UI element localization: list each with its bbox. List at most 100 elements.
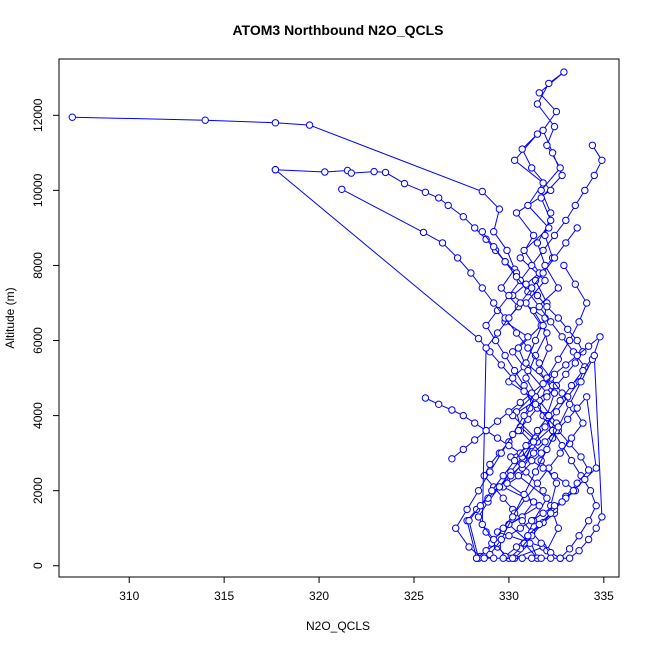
series-2-point-58	[482, 321, 490, 330]
series-2-point-46	[592, 502, 600, 510]
series-6-point-12	[573, 351, 581, 360]
series-2-point-8	[421, 188, 430, 197]
series-1-point-43	[529, 231, 538, 240]
series-6-point-5	[493, 417, 502, 425]
series-5-point-8	[505, 441, 513, 450]
series-1-point-104	[550, 389, 559, 397]
series-6-point-33	[545, 411, 553, 420]
series-2-point-20	[554, 314, 562, 322]
series-4-point-22	[499, 524, 507, 532]
series-5-point-35	[583, 393, 591, 401]
x-tick-label-5: 330	[499, 589, 519, 603]
series-5-point-43	[512, 543, 521, 551]
series-6-point-45	[537, 554, 545, 562]
series-6-point-2	[459, 445, 467, 454]
series-2-point-68	[590, 171, 598, 180]
series-3-point-2	[474, 334, 483, 343]
series-6-point-23	[497, 535, 505, 544]
series-1-point-51	[524, 201, 532, 210]
series-6-point-51	[480, 554, 488, 562]
series-2-point-11	[459, 213, 467, 221]
series-5-point-19	[516, 524, 524, 532]
series-6-point-35	[567, 381, 576, 390]
series-2-point-22	[573, 336, 581, 345]
series-1-point-5	[478, 187, 486, 196]
series-1-point-45	[547, 186, 555, 195]
series-1-point-10	[497, 284, 505, 292]
series-3-point-11	[577, 453, 585, 461]
y-tick-label-4: 6000	[31, 327, 45, 354]
series-1-point-78	[529, 306, 538, 315]
series-3-point-1	[271, 166, 280, 174]
series-4-point-5	[467, 269, 475, 277]
series-6-point-39	[592, 524, 600, 532]
series-2-point-10	[444, 201, 452, 210]
series-6-point-31	[522, 441, 530, 450]
series-1-point-110	[554, 524, 562, 532]
series-5-point-37	[581, 475, 589, 484]
series-1-point-85	[548, 149, 557, 157]
series-5-point-7	[493, 434, 502, 442]
series-5-point-53	[550, 254, 559, 262]
series-4-point-9	[512, 329, 521, 337]
series-2-point-45	[584, 517, 593, 525]
series-1-point-38	[514, 344, 523, 352]
series-5-point-29	[518, 460, 526, 469]
series-2-point-63	[539, 246, 547, 255]
series-6-point-37	[590, 351, 598, 360]
series-6-point-7	[516, 398, 524, 407]
series-5-point-47	[482, 344, 490, 352]
series-5-point-28	[507, 472, 515, 480]
series-1-point-95	[537, 186, 545, 195]
series-1-point-58	[522, 359, 530, 367]
series-1-point-31	[535, 502, 543, 510]
series-2-point-19	[543, 303, 551, 311]
series-6-point-21	[520, 490, 528, 499]
y-tick-label-5: 8000	[31, 252, 45, 279]
series-6-point-13	[584, 342, 593, 350]
series-2-point-23	[579, 348, 587, 356]
x-tick-label-2: 315	[214, 589, 234, 603]
series-5-point-4	[459, 411, 467, 420]
series-5-point-13	[562, 479, 570, 487]
series-3-point-4	[497, 361, 505, 369]
y-tick-label-7: 12000	[31, 98, 45, 132]
series-1-point-7	[490, 228, 498, 236]
series-2-point-38	[518, 517, 526, 525]
series-2-point-55	[510, 366, 519, 375]
series-6-point-36	[579, 366, 587, 375]
series-3-point-5	[509, 374, 517, 382]
series-6-point-44	[547, 554, 555, 562]
series-1-point-79	[554, 284, 562, 292]
series-5-point-50	[516, 299, 524, 307]
series-2-point-6	[381, 168, 390, 177]
series-1-point-66	[520, 539, 528, 547]
series-4-point-1	[338, 185, 346, 194]
series-3-point-38	[512, 273, 521, 281]
series-6-point-11	[562, 361, 570, 369]
series-5-point-20	[505, 532, 513, 540]
series-2-point-70	[588, 141, 597, 150]
series-6-point-19	[543, 445, 551, 454]
series-3-point-22	[474, 513, 483, 521]
y-axis: 0 2000 4000 6000 8000 10000 12000	[31, 98, 60, 569]
series-4-point-16	[567, 434, 576, 442]
series-2-point-9	[435, 194, 443, 202]
series-1-point-49	[510, 156, 519, 165]
series-3-point-34	[558, 333, 566, 341]
series-2-point-43	[565, 545, 574, 553]
series-3-point-13	[573, 479, 581, 487]
series-6-point-27	[476, 502, 485, 510]
series-2-point-56	[501, 351, 509, 360]
series-1-point-101	[539, 321, 547, 330]
series-1-point-4	[305, 121, 314, 129]
series-6-point-28	[488, 487, 496, 495]
series-6-point-42	[565, 554, 574, 562]
series-1-point-64	[543, 494, 551, 502]
series-5-point-36	[592, 464, 600, 472]
series-5-point-12	[550, 472, 559, 480]
series-2-point-60	[505, 291, 513, 300]
series-5-point-3	[448, 406, 456, 414]
series-1-point-86	[539, 126, 547, 135]
series-6-point-41	[575, 547, 583, 555]
